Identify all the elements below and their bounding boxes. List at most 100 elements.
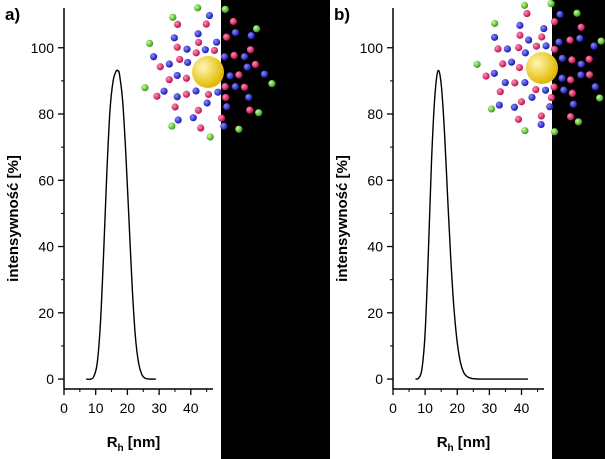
polymer-bead [203,99,211,107]
polymer-bead [516,31,524,39]
polymer-bead [182,74,190,82]
panel-label: a) [5,5,20,24]
polymer-bead [532,86,540,94]
polymer-bead [525,36,533,44]
polymer-bead [521,49,529,57]
polymer-bead [153,92,161,100]
polymer-bead [511,79,519,87]
polymer-bead [214,88,222,96]
polymer-bead [597,37,605,45]
polymer-bead [515,44,523,52]
polymer-bead [577,23,585,31]
x-tick-label: 40 [183,400,199,416]
polymer-bead [566,36,574,44]
polymer-bead [487,105,496,113]
polymer-bead [168,122,176,130]
y-tick-label: 80 [367,106,383,122]
polymer-bead [160,87,168,95]
polymer-bead [221,5,229,13]
polymer-bead [246,106,254,114]
panel-b: 0 10 20 30 40 0 20 40 60 80 100 intensywność [%] Rh … [330,0,605,459]
polymer-bead [141,84,149,92]
y-tick-label: 0 [46,371,54,387]
polymer-bead [521,79,529,87]
polymer-bead [517,98,526,106]
polymer-bead [546,103,554,111]
x-tick-label: 0 [389,400,397,416]
polymer-bead [268,80,276,88]
polymer-bead [210,46,219,55]
polymer-bead [260,70,269,78]
polymer-bead [202,20,210,28]
polymer-bead [246,46,255,54]
polymer-bead [230,51,238,59]
polymer-bead [240,83,249,91]
x-tick-label: 30 [482,400,498,416]
polymer-bead [573,9,581,17]
polymer-bead [558,54,566,62]
polymer-bead [556,10,564,19]
polymer-bead [550,83,558,91]
polymer-core [192,56,224,88]
polymer-bead [537,120,545,129]
polymer-bead [165,60,173,68]
polymer-bead [192,49,200,57]
polymer-bead [222,93,230,102]
polymer-bead [550,18,559,26]
y-tick-label: 0 [375,371,383,387]
polymer-bead [473,60,481,68]
y-tick-label: 60 [38,172,54,188]
polymer-bead [568,89,576,97]
polymer-bead [231,29,240,37]
polymer-bead [221,82,229,91]
polymer-bead [521,127,529,135]
x-tick-label: 20 [120,400,136,416]
polymer-bead [173,71,181,80]
polymer-bead [541,86,550,94]
polymer-bead [182,90,191,98]
y-tick-label: 40 [38,239,54,255]
polymer-bead [591,83,599,91]
panel-label: b) [334,5,350,24]
polymer-bead [201,46,209,54]
series-line [415,69,528,380]
panel-a: 0 10 20 30 40 0 20 40 60 80 100 intensywność [%] Rh … [0,0,276,459]
y-axis-title: intensywność [%] [334,155,351,282]
polymer-bead [240,53,249,61]
x-axis-title: Rh [nm] [107,434,161,454]
polymer-bead [170,34,178,42]
polymer-bead [574,118,582,126]
polymer-bead [523,9,531,18]
polymer-bead [528,93,536,101]
y-tick-label: 20 [367,305,383,321]
polymer-bead [173,43,181,51]
polymer-bead [192,87,200,95]
polymer-bead [542,42,550,50]
x-axis-title: Rh [nm] [437,434,491,454]
polymer-bead [596,94,604,102]
polymer-bead [156,63,164,71]
polymer-bead [482,72,490,80]
polymer-bead [243,63,251,71]
polymer-bead [540,24,548,33]
polymer-bead [550,128,559,136]
polymer-bead [226,72,234,80]
polymer-bead [537,112,545,120]
polymer-bead [507,58,516,66]
polymer-bead [495,101,503,109]
polymer-bead [577,71,585,79]
star-polymer-illustration [473,0,605,136]
polymer-bead [514,115,523,123]
polymer-bead [560,86,568,94]
x-tick-label: 0 [60,400,68,416]
polymer-bead [550,45,559,53]
polymer-bead [590,42,598,50]
y-tick-label: 60 [367,172,383,188]
series-line [86,69,156,381]
polymer-bead [585,55,593,63]
polymer-core [526,52,558,84]
x-tick-label: 20 [449,400,465,416]
polymer-bead [255,109,263,117]
polymer-bead [173,93,181,101]
polymer-bead [247,32,255,40]
